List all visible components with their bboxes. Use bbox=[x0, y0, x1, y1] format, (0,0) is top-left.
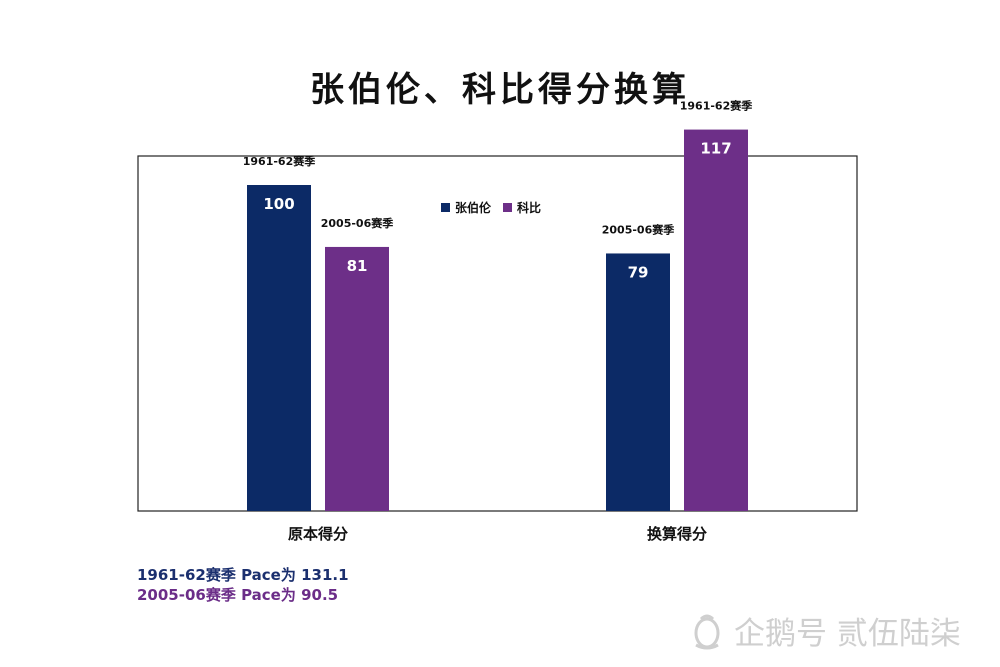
chart-title: 张伯伦、科比得分换算 bbox=[310, 70, 690, 110]
pace-note-1961: 1961-62赛季 Pace为 131.1 bbox=[137, 566, 349, 584]
bar-kobe-0 bbox=[325, 246, 389, 511]
x-tick-labels: 原本得分 换算得分 bbox=[288, 525, 707, 543]
x-tick-label: 原本得分 bbox=[288, 525, 348, 543]
bar-season-annotation: 2005-06赛季 bbox=[602, 222, 675, 236]
x-tick-label: 换算得分 bbox=[647, 525, 707, 543]
watermark: 企鹅号 贰伍陆柒 bbox=[688, 608, 961, 653]
watermark-text: 企鹅号 贰伍陆柒 bbox=[734, 616, 961, 652]
bar-value-label: 100 bbox=[263, 195, 294, 213]
bar-season-annotation: 1961-62赛季 bbox=[243, 154, 316, 168]
legend: 张伯伦 科比 bbox=[441, 200, 541, 215]
plot-frame bbox=[137, 155, 858, 512]
bar-kobe-1 bbox=[684, 129, 748, 511]
legend-swatch bbox=[441, 203, 450, 212]
bar-chamberlain-0 bbox=[247, 185, 311, 511]
bar-chamberlain-1 bbox=[606, 253, 670, 511]
bar-value-label: 117 bbox=[700, 140, 731, 158]
legend-label: 科比 bbox=[517, 200, 541, 215]
legend-swatch bbox=[503, 203, 512, 212]
penguin-logo-icon bbox=[694, 614, 720, 649]
bars-group: 100 1961-62赛季 81 2005-06赛季 79 2005-06赛季 117 196… bbox=[243, 99, 753, 511]
legend-label: 张伯伦 bbox=[455, 200, 492, 215]
pace-note-2005: 2005-06赛季 Pace为 90.5 bbox=[137, 586, 339, 604]
bar-season-annotation: 2005-06赛季 bbox=[321, 216, 394, 230]
bar-value-label: 79 bbox=[628, 263, 649, 281]
bar-season-annotation: 1961-62赛季 bbox=[680, 99, 753, 113]
bar-value-label: 81 bbox=[347, 257, 368, 275]
